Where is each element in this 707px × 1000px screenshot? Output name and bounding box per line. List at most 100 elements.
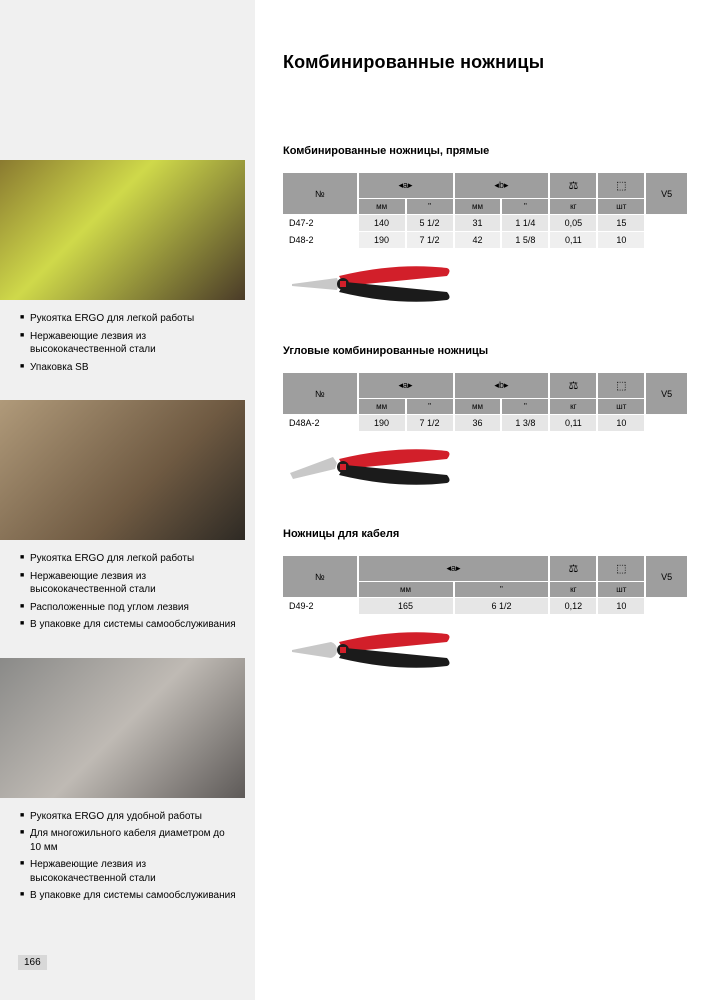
list-item: Нержавеющие лезвия из высококачественной… (20, 858, 237, 885)
product-illustration (287, 622, 457, 677)
cell (645, 598, 688, 615)
cell-no: D49-2 (283, 598, 358, 615)
box-icon: ⬚ (597, 556, 645, 582)
unit-mm: мм (358, 199, 406, 215)
table-row: D48A-2 190 7 1/2 36 1 3/8 0,11 10 (283, 415, 688, 432)
cell: 15 (597, 215, 645, 232)
list-item: В упаковке для системы самообслуживания (20, 618, 237, 632)
table-row: D47-2 140 5 1/2 31 1 1/4 0,05 15 (283, 215, 688, 232)
bullets-section-2: Рукоятка ERGO для удобной работы Для мно… (0, 798, 245, 921)
cell (645, 215, 688, 232)
cell: 1 1/4 (501, 215, 549, 232)
scale-icon: ⚖ (549, 173, 597, 199)
box-icon: ⬚ (597, 373, 645, 399)
cell: 10 (597, 598, 645, 615)
col-v5: V5 (645, 556, 688, 598)
col-a: ◂a▸ (358, 556, 550, 582)
unit-inch: " (406, 399, 454, 415)
col-no: № (283, 556, 358, 598)
main-column: Комбинированные ножницы Комбинированные … (255, 0, 707, 711)
table-row: D48-2 190 7 1/2 42 1 5/8 0,11 10 (283, 232, 688, 249)
cell: 0,11 (549, 415, 597, 432)
unit-kg: кг (549, 399, 597, 415)
product-illustration (287, 439, 457, 494)
scale-icon: ⚖ (549, 556, 597, 582)
col-b: ◂b▸ (454, 173, 550, 199)
col-b: ◂b▸ (454, 373, 550, 399)
cell-no: D47-2 (283, 215, 358, 232)
list-item: Рукоятка ERGO для легкой работы (20, 552, 237, 566)
unit-kg: кг (549, 582, 597, 598)
col-v5: V5 (645, 373, 688, 415)
catalog-page: Рукоятка ERGO для легкой работы Нержавею… (0, 0, 707, 1000)
cell: 6 1/2 (454, 598, 550, 615)
list-item: Рукоятка ERGO для легкой работы (20, 312, 237, 326)
unit-pcs: шт (597, 399, 645, 415)
cell-no: D48-2 (283, 232, 358, 249)
cell: 7 1/2 (406, 232, 454, 249)
list-item: В упаковке для системы самообслуживания (20, 889, 237, 903)
spec-table-1: № ◂a▸ ◂b▸ ⚖ ⬚ V5 мм " мм " кг шт (283, 373, 689, 431)
cell: 1 3/8 (501, 415, 549, 432)
col-a: ◂a▸ (358, 373, 454, 399)
section-title: Комбинированные ножницы, прямые (283, 145, 689, 157)
spec-table-2: № ◂a▸ ⚖ ⬚ V5 мм " кг шт D49-2 (283, 556, 689, 614)
list-item: Расположенные под углом лезвия (20, 601, 237, 615)
bullets-section-0: Рукоятка ERGO для легкой работы Нержавею… (0, 300, 245, 392)
cell (645, 415, 688, 432)
box-icon: ⬚ (597, 173, 645, 199)
unit-inch: " (501, 199, 549, 215)
list-item: Упаковка SB (20, 361, 237, 375)
list-item: Нержавеющие лезвия из высококачественной… (20, 570, 237, 597)
cell: 1 5/8 (501, 232, 549, 249)
unit-mm: мм (358, 582, 454, 598)
cell: 31 (454, 215, 502, 232)
cell: 7 1/2 (406, 415, 454, 432)
section-1: Угловые комбинированные ножницы № ◂a▸ ◂b… (283, 345, 689, 494)
cell: 42 (454, 232, 502, 249)
cell: 0,12 (549, 598, 597, 615)
cell-no: D48A-2 (283, 415, 358, 432)
col-a: ◂a▸ (358, 173, 454, 199)
product-photo-3 (0, 658, 245, 798)
unit-mm: мм (454, 199, 502, 215)
unit-pcs: шт (597, 582, 645, 598)
list-item: Нержавеющие лезвия из высококачественной… (20, 330, 237, 357)
cell: 10 (597, 415, 645, 432)
col-no: № (283, 373, 358, 415)
section-2: Ножницы для кабеля № ◂a▸ ⚖ ⬚ V5 мм (283, 528, 689, 677)
scale-icon: ⚖ (549, 373, 597, 399)
unit-mm: мм (454, 399, 502, 415)
unit-mm: мм (358, 399, 406, 415)
bullets-section-1: Рукоятка ERGO для легкой работы Нержавею… (0, 540, 245, 650)
cell: 190 (358, 232, 406, 249)
unit-kg: кг (549, 199, 597, 215)
cell: 5 1/2 (406, 215, 454, 232)
product-illustration (287, 256, 457, 311)
cell: 165 (358, 598, 454, 615)
col-no: № (283, 173, 358, 215)
product-photo-2 (0, 400, 245, 540)
unit-inch: " (454, 582, 550, 598)
section-title: Ножницы для кабеля (283, 528, 689, 540)
cell: 10 (597, 232, 645, 249)
page-title: Комбинированные ножницы (283, 52, 689, 73)
list-item: Для многожильного кабеля диаметром до 10… (20, 827, 237, 854)
section-0: Комбинированные ножницы, прямые № ◂a▸ ◂b… (283, 145, 689, 311)
section-title: Угловые комбинированные ножницы (283, 345, 689, 357)
spec-table-0: № ◂a▸ ◂b▸ ⚖ ⬚ V5 мм " мм " кг шт (283, 173, 689, 248)
col-v5: V5 (645, 173, 688, 215)
unit-inch: " (501, 399, 549, 415)
cell: 36 (454, 415, 502, 432)
cell: 0,11 (549, 232, 597, 249)
cell (645, 232, 688, 249)
unit-pcs: шт (597, 199, 645, 215)
table-row: D49-2 165 6 1/2 0,12 10 (283, 598, 688, 615)
page-number: 166 (18, 955, 47, 970)
product-photo-1 (0, 160, 245, 300)
cell: 190 (358, 415, 406, 432)
unit-inch: " (406, 199, 454, 215)
sidebar: Рукоятка ERGO для легкой работы Нержавею… (0, 0, 255, 1000)
cell: 140 (358, 215, 406, 232)
list-item: Рукоятка ERGO для удобной работы (20, 810, 237, 824)
